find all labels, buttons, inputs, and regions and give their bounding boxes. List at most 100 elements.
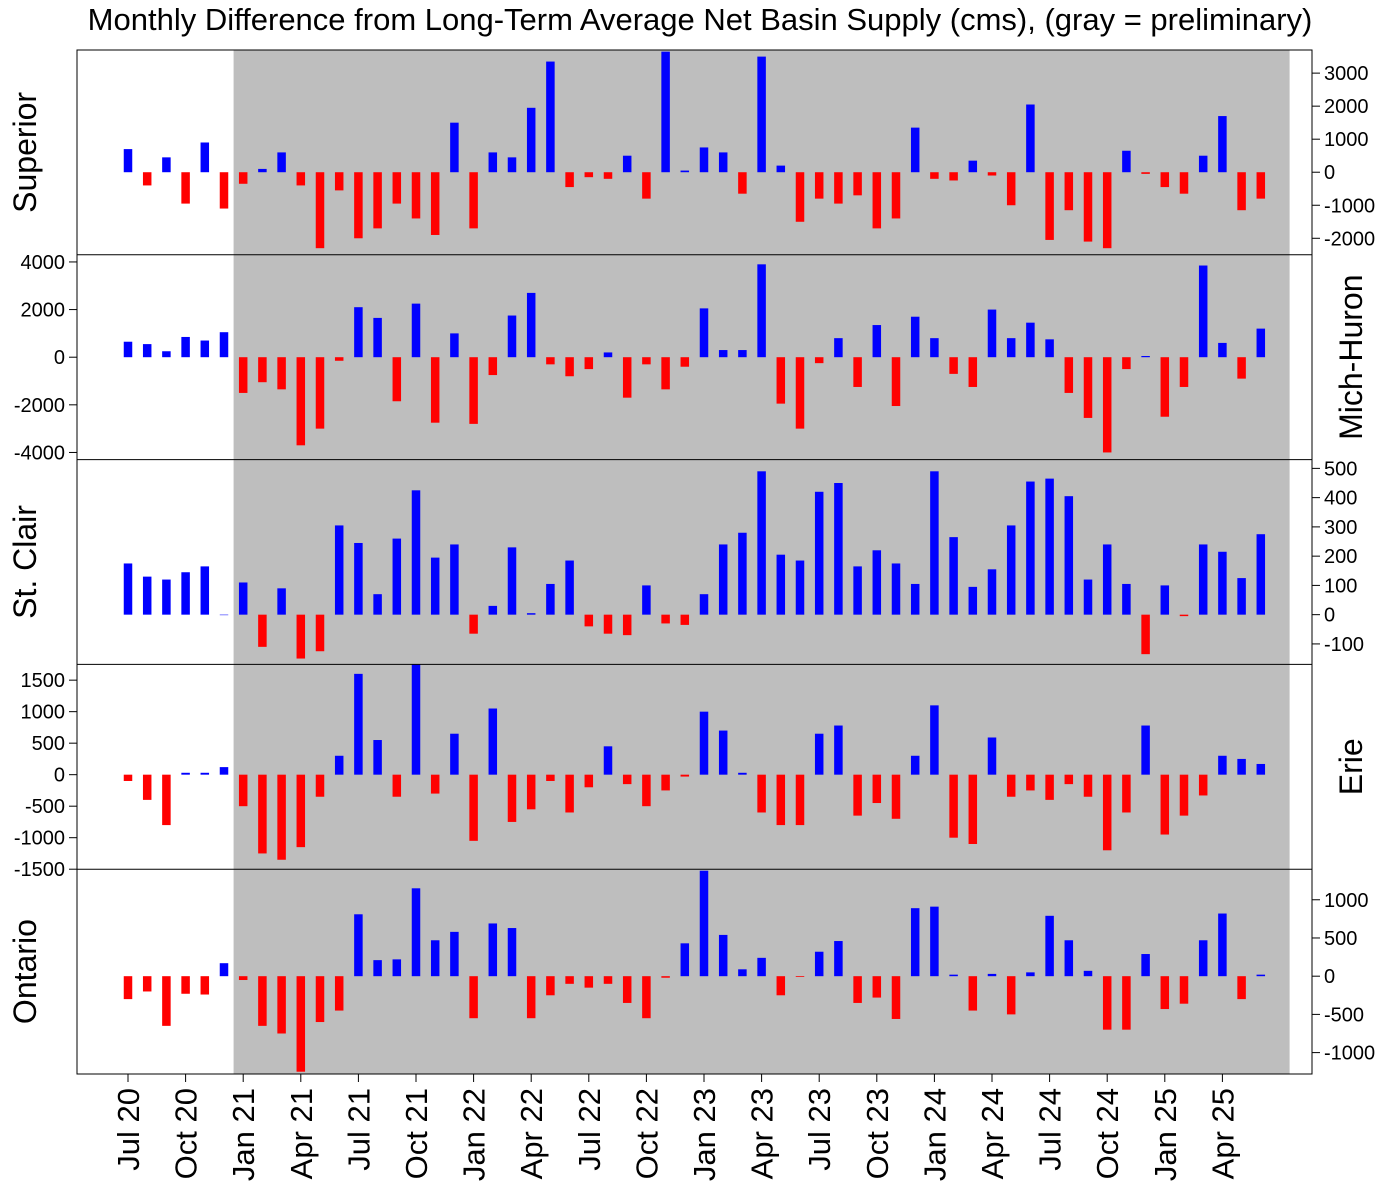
bar-ontario-7 (258, 976, 267, 1026)
bar-superior-56 (1198, 155, 1208, 173)
bar-st-clair-49 (1064, 496, 1074, 615)
bar-superior-4 (200, 142, 210, 173)
panel-st-clair: -100 0 100 200 300 400 500 St. Clair (7, 458, 1364, 659)
bar-mich-huron-23 (565, 357, 574, 377)
bar-st-clair-28 (661, 614, 670, 624)
bar-mich-huron-55 (1179, 357, 1189, 387)
bar-erie-36 (814, 733, 824, 775)
bar-st-clair-18 (469, 614, 478, 634)
bar-ontario-9 (296, 976, 306, 1072)
bar-superior-19 (488, 152, 498, 173)
bar-superior-54 (1160, 172, 1170, 188)
bar-st-clair-5 (219, 614, 229, 616)
bar-st-clair-9 (296, 614, 306, 659)
y-tick-label-erie: 1500 (21, 670, 66, 692)
y-tick-label-erie: 0 (54, 765, 65, 787)
bar-erie-38 (853, 774, 862, 816)
panel-label-mich-huron: Mich-Huron (1333, 275, 1369, 440)
bar-ontario-33 (757, 957, 766, 977)
bar-ontario-46 (1006, 976, 1016, 1015)
bar-mich-huron-10 (315, 357, 325, 429)
bar-mich-huron-53 (1141, 356, 1150, 358)
bar-mich-huron-31 (718, 350, 728, 358)
bar-superior-0 (123, 149, 133, 173)
bar-ontario-50 (1083, 970, 1093, 977)
bar-erie-28 (661, 774, 670, 791)
bar-st-clair-40 (891, 563, 901, 615)
bar-st-clair-30 (699, 594, 709, 615)
bar-st-clair-44 (968, 586, 978, 615)
bar-erie-47 (1026, 774, 1035, 791)
bar-st-clair-2 (162, 579, 171, 615)
bar-ontario-12 (354, 914, 363, 977)
bar-mich-huron-49 (1064, 357, 1074, 393)
bar-ontario-56 (1198, 940, 1208, 977)
panel-label-erie: Erie (1333, 738, 1369, 795)
bar-superior-10 (315, 172, 325, 249)
bar-ontario-30 (699, 870, 709, 977)
bar-mich-huron-22 (546, 357, 555, 365)
y-tick-label-superior: 0 (1324, 162, 1335, 184)
bar-st-clair-32 (738, 532, 747, 615)
bar-mich-huron-43 (949, 357, 958, 374)
bar-superior-35 (795, 172, 805, 222)
y-tick-label-st-clair: -100 (1324, 634, 1364, 656)
bar-mich-huron-56 (1198, 265, 1208, 358)
x-tick-label: Jan 24 (917, 1088, 952, 1181)
bar-erie-53 (1141, 725, 1150, 775)
bar-ontario-44 (968, 976, 978, 1011)
y-tick-label-st-clair: 400 (1324, 488, 1357, 510)
bar-st-clair-41 (910, 583, 920, 615)
bar-superior-7 (258, 168, 267, 173)
y-tick-label-ontario: -500 (1324, 1004, 1364, 1026)
bar-erie-27 (642, 774, 651, 807)
bar-mich-huron-54 (1160, 357, 1170, 417)
bar-erie-48 (1045, 774, 1054, 800)
bar-mich-huron-38 (853, 357, 862, 387)
bar-st-clair-13 (373, 594, 382, 615)
bar-mich-huron-30 (699, 308, 709, 358)
bar-mich-huron-33 (757, 264, 766, 358)
bar-superior-12 (354, 172, 363, 239)
bar-erie-57 (1218, 755, 1227, 775)
bar-superior-33 (757, 56, 766, 173)
bar-mich-huron-18 (469, 357, 478, 424)
bar-mich-huron-37 (834, 338, 843, 358)
bar-erie-3 (181, 772, 190, 775)
bar-st-clair-1 (142, 576, 152, 615)
bar-ontario-10 (315, 976, 325, 1023)
bar-erie-9 (296, 774, 306, 848)
y-tick-label-superior: 2000 (1324, 96, 1369, 118)
y-tick-label-ontario: 1000 (1324, 890, 1369, 912)
bar-ontario-38 (853, 976, 862, 1003)
bar-mich-huron-13 (373, 317, 382, 358)
bar-ontario-15 (411, 888, 421, 977)
bar-superior-37 (834, 172, 843, 204)
bar-st-clair-26 (622, 614, 632, 636)
bar-ontario-40 (891, 976, 901, 1019)
bar-erie-13 (373, 740, 382, 775)
bar-mich-huron-51 (1102, 357, 1112, 453)
bar-st-clair-15 (411, 490, 421, 615)
bar-st-clair-27 (642, 585, 651, 615)
bar-erie-58 (1237, 758, 1246, 775)
bar-mich-huron-8 (277, 357, 286, 390)
bar-st-clair-43 (949, 537, 958, 615)
bar-erie-10 (315, 774, 325, 797)
bar-st-clair-4 (200, 566, 210, 615)
bar-superior-48 (1045, 172, 1054, 240)
bar-superior-58 (1237, 172, 1246, 211)
bar-erie-24 (584, 774, 594, 788)
bar-ontario-6 (238, 976, 248, 981)
bar-superior-42 (930, 172, 939, 179)
bar-erie-6 (238, 774, 248, 807)
bar-superior-40 (891, 172, 901, 219)
bar-st-clair-6 (238, 582, 248, 615)
bar-ontario-35 (795, 976, 805, 977)
bar-ontario-34 (776, 976, 786, 996)
bar-st-clair-52 (1122, 583, 1131, 615)
y-tick-label-mich-huron: -2000 (14, 395, 65, 417)
bar-st-clair-58 (1237, 578, 1246, 615)
x-tick-label: Jul 23 (802, 1088, 837, 1171)
panel-superior: -2000 -1000 0 1000 2000 3000 Superior (7, 51, 1375, 250)
